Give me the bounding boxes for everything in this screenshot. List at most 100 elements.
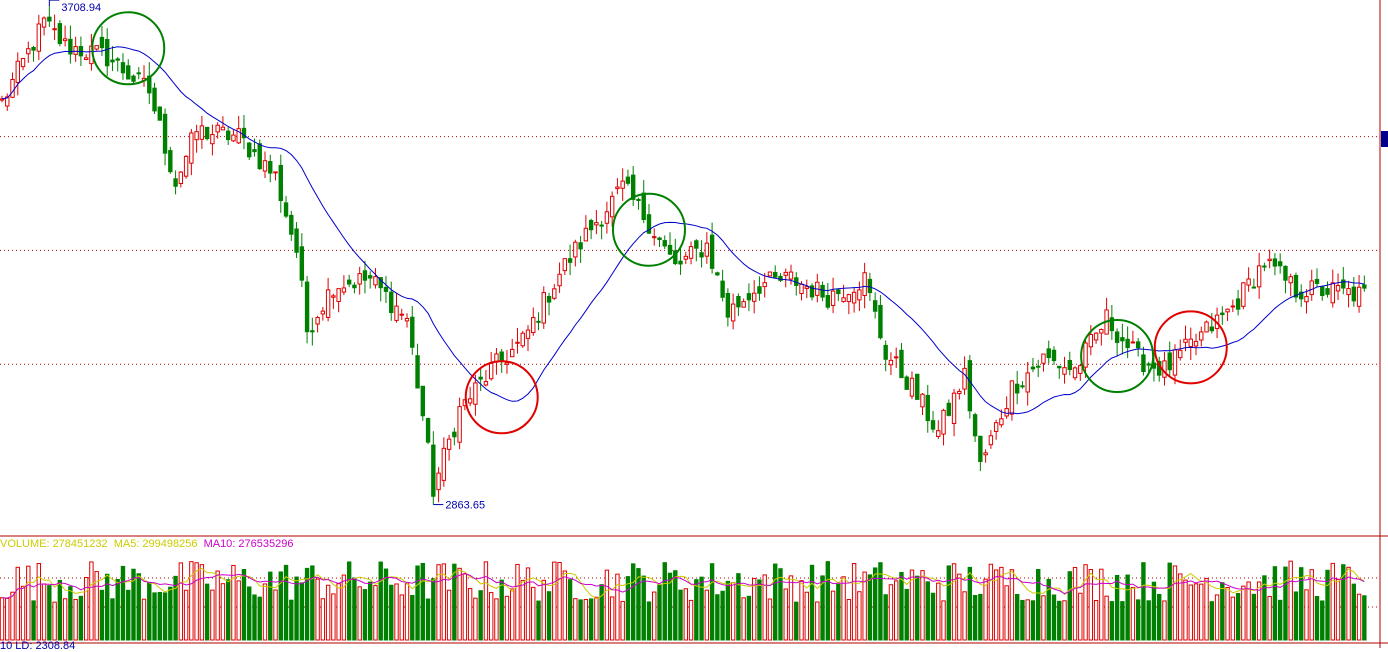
candle-body (1304, 296, 1309, 303)
candle-body (562, 258, 568, 272)
candle-body (152, 87, 157, 112)
candle-body (641, 192, 646, 221)
candle-body (126, 65, 131, 80)
volume-bar (1225, 586, 1230, 641)
candle-body (531, 317, 536, 334)
volume-bar (809, 564, 815, 641)
volume-bar (599, 584, 604, 641)
volume-bar (583, 599, 589, 641)
candle-body (299, 246, 305, 281)
candle-body (15, 60, 20, 83)
volume-bar (704, 589, 710, 641)
volume-bar (778, 568, 783, 641)
candle-body (1120, 337, 1125, 342)
volume-bar (1335, 579, 1341, 641)
volume-bar (883, 594, 888, 641)
volume-bar (609, 596, 615, 641)
candle-body (646, 214, 652, 234)
candle-body (862, 272, 867, 297)
volume-bar (110, 598, 115, 641)
candle-body (178, 171, 184, 185)
candle-body (457, 406, 462, 443)
volume-bar (462, 573, 468, 641)
candle-body (1135, 341, 1141, 349)
volume-bar (352, 577, 357, 641)
volume-bar (794, 601, 799, 641)
candle-body (683, 255, 688, 260)
volume-bar (1288, 560, 1293, 641)
candle-body (162, 113, 168, 154)
volume-bar (699, 576, 704, 641)
volume-bar (788, 575, 794, 641)
candle-body (1114, 331, 1120, 343)
volume-bar (904, 588, 909, 641)
volume-bar (767, 598, 773, 641)
volume-bar (183, 589, 189, 641)
volume-bar (925, 581, 930, 641)
volume-bar (1041, 595, 1046, 641)
candle-body (546, 295, 552, 303)
candle-body (441, 447, 447, 481)
candle-body (26, 48, 31, 55)
volume-bar (762, 574, 767, 641)
volume-bar (1167, 562, 1172, 641)
volume-bar (431, 578, 436, 641)
volume-bar (31, 600, 36, 641)
axis-cursor-marker[interactable] (1381, 131, 1388, 147)
candle-body (1183, 338, 1188, 343)
candle-body (1272, 258, 1278, 267)
candle-body (778, 275, 783, 281)
candle-body (946, 402, 951, 416)
candle-body (925, 394, 930, 422)
volume-bar (283, 564, 289, 641)
volume-bar (199, 564, 205, 641)
candle-body (894, 356, 899, 359)
volume-bar (1009, 569, 1015, 641)
volume-bar (1356, 593, 1362, 641)
volume-bar (204, 583, 210, 641)
volume-bar (336, 583, 341, 641)
volume-bar (315, 578, 320, 641)
candle-body (604, 211, 610, 224)
volume-bar (488, 592, 494, 641)
volume-bar (1109, 601, 1115, 641)
candle-body (1109, 317, 1115, 332)
volume-bar (1067, 571, 1072, 641)
volume-bar (1241, 585, 1246, 641)
volume-ma10-line (1, 572, 1365, 599)
volume-bar (131, 568, 136, 641)
volume-bar (978, 593, 983, 641)
volume-bar (273, 589, 278, 641)
candle-body (841, 297, 846, 303)
candle-body (883, 344, 888, 360)
candle-body (115, 58, 120, 61)
candle-body (620, 180, 625, 189)
candle-body (857, 289, 862, 301)
volume-bar (504, 595, 510, 641)
candle-body (446, 438, 452, 450)
candle-body (83, 57, 89, 60)
volume-bar (673, 570, 678, 641)
candle-body (1004, 408, 1009, 417)
volume-bar (294, 576, 299, 641)
candle-body (1088, 334, 1094, 348)
candle-body (909, 377, 915, 397)
volume-bar (641, 575, 646, 641)
candle-body (1067, 360, 1072, 371)
volume-bar (1051, 594, 1057, 641)
volume-bar (1157, 593, 1162, 641)
candle-body (820, 284, 825, 298)
volume-bar (425, 598, 431, 641)
candle-body (73, 46, 78, 55)
candle-body (1178, 349, 1183, 359)
candle-body (983, 452, 988, 456)
candle-body (1230, 305, 1236, 308)
candle-body (941, 409, 946, 435)
candle-body (1051, 349, 1057, 362)
volume-bar (278, 571, 283, 641)
volume-bar (1262, 575, 1267, 641)
candle-body (788, 271, 794, 280)
volume-bar (993, 569, 999, 641)
volume-bar (536, 600, 541, 641)
